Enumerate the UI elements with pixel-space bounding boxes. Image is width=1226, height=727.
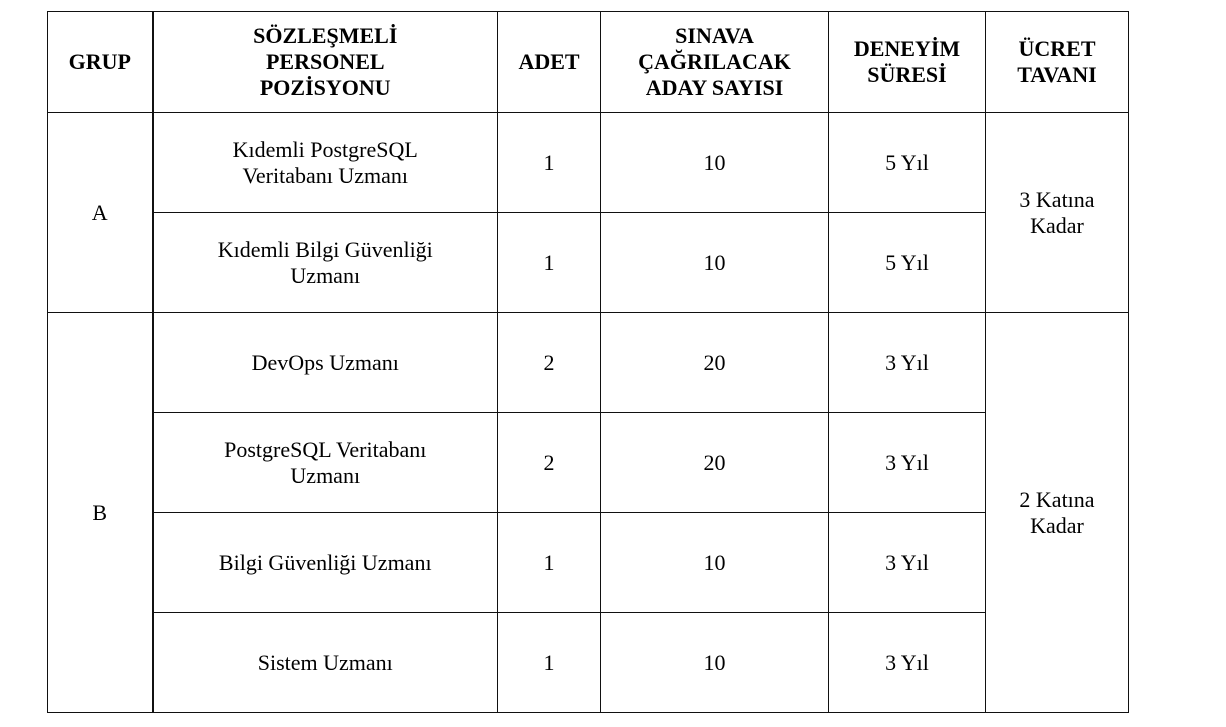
header-count: ADET xyxy=(497,11,601,113)
candidates-cell: 10 xyxy=(600,212,829,313)
position-cell: Kıdemli PostgreSQL Veritabanı Uzmanı xyxy=(152,112,498,213)
salary-cap-cell: 2 Katına Kadar xyxy=(985,312,1129,713)
count-cell: 1 xyxy=(497,512,601,613)
table-row: Kıdemli Bilgi Güvenliği Uzmanı 1 10 5 Yı… xyxy=(48,212,1129,313)
positions-table: GRUP SÖZLEŞMELİ PERSONEL POZİSYONU ADET … xyxy=(47,11,1129,713)
salary-cap-cell: 3 Katına Kadar xyxy=(985,112,1129,313)
experience-cell: 3 Yıl xyxy=(828,412,986,513)
experience-cell: 5 Yıl xyxy=(828,212,986,313)
group-cell: B xyxy=(47,312,154,713)
candidates-cell: 10 xyxy=(600,112,829,213)
table-row: PostgreSQL Veritabanı Uzmanı 2 20 3 Yıl xyxy=(48,412,1129,513)
candidates-cell: 20 xyxy=(600,312,829,413)
count-cell: 1 xyxy=(497,212,601,313)
candidates-cell: 10 xyxy=(600,512,829,613)
count-cell: 1 xyxy=(497,612,601,713)
count-cell: 2 xyxy=(497,412,601,513)
candidates-cell: 10 xyxy=(600,612,829,713)
position-cell: Kıdemli Bilgi Güvenliği Uzmanı xyxy=(152,212,498,313)
table-row: Sistem Uzmanı 1 10 3 Yıl xyxy=(48,612,1129,713)
header-salary-cap: ÜCRET TAVANI xyxy=(985,11,1129,113)
header-candidates: SINAVA ÇAĞRILACAK ADAY SAYISI xyxy=(600,11,829,113)
header-row: GRUP SÖZLEŞMELİ PERSONEL POZİSYONU ADET … xyxy=(47,11,1129,113)
experience-cell: 5 Yıl xyxy=(828,112,986,213)
experience-cell: 3 Yıl xyxy=(828,612,986,713)
header-experience: DENEYİM SÜRESİ xyxy=(828,11,986,113)
experience-cell: 3 Yıl xyxy=(828,312,986,413)
position-cell: Bilgi Güvenliği Uzmanı xyxy=(152,512,498,613)
position-cell: PostgreSQL Veritabanı Uzmanı xyxy=(152,412,498,513)
experience-cell: 3 Yıl xyxy=(828,512,986,613)
position-cell: DevOps Uzmanı xyxy=(152,312,498,413)
header-position: SÖZLEŞMELİ PERSONEL POZİSYONU xyxy=(152,11,498,113)
table-row: Bilgi Güvenliği Uzmanı 1 10 3 Yıl xyxy=(48,512,1129,613)
count-cell: 1 xyxy=(497,112,601,213)
position-cell: Sistem Uzmanı xyxy=(152,612,498,713)
group-cell: A xyxy=(47,112,154,313)
header-group: GRUP xyxy=(47,11,154,113)
table-row: B DevOps Uzmanı 2 20 3 Yıl 2 Katına Kada… xyxy=(47,312,1129,713)
candidates-cell: 20 xyxy=(600,412,829,513)
table-row: A Kıdemli PostgreSQL Veritabanı Uzmanı 1… xyxy=(47,112,1129,313)
count-cell: 2 xyxy=(497,312,601,413)
